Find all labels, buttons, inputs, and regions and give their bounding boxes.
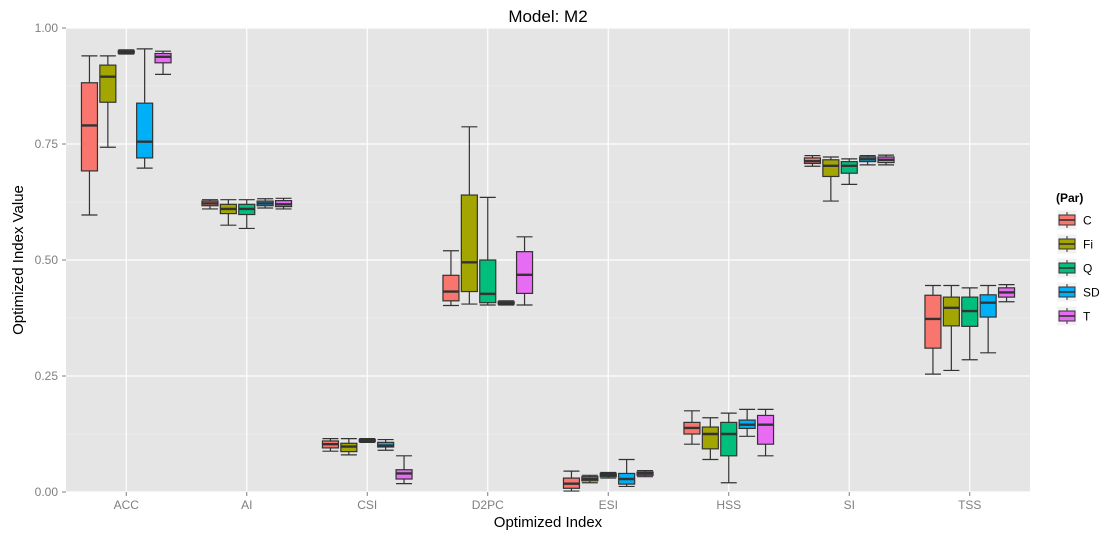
boxplot-box	[219, 199, 237, 226]
legend-item: SD	[1056, 281, 1100, 303]
box-iqr	[942, 296, 960, 327]
x-tick-label: SI	[844, 498, 855, 512]
box-iqr	[136, 102, 154, 159]
chart-title: Model: M2	[508, 7, 587, 26]
legend-title: (Par)	[1056, 191, 1083, 205]
boxplot-box	[154, 50, 172, 76]
boxplot-box	[99, 55, 117, 148]
box-iqr	[840, 161, 858, 174]
axes: 0.00 0.25 0.50 0.75 1.00 ACC AI CSI D2PC ESI HSS SI…	[35, 21, 982, 512]
box-iqr	[756, 414, 775, 445]
boxplot-box	[497, 300, 515, 306]
box-iqr	[80, 82, 99, 172]
x-tick-label: ACC	[114, 498, 140, 512]
boxplot-box	[117, 49, 135, 55]
boxplot-box	[720, 412, 738, 484]
y-tick-label: 0.25	[35, 369, 59, 383]
legend-label: Fi	[1083, 238, 1093, 252]
boxplot-box	[358, 438, 376, 443]
boxplot-box	[377, 438, 395, 451]
legend-item: T	[1056, 305, 1091, 327]
x-tick-label: HSS	[716, 498, 741, 512]
boxplot-box	[859, 155, 877, 166]
box-iqr	[515, 251, 534, 295]
y-tick-label: 0.00	[35, 485, 59, 499]
boxplot-box	[80, 55, 99, 216]
y-tick-label: 0.50	[35, 253, 59, 267]
boxplot-box	[340, 438, 358, 456]
boxplot-box	[274, 197, 293, 210]
box-iqr	[442, 274, 460, 302]
boxplot-box	[238, 199, 256, 230]
x-tick-label: D2PC	[472, 498, 504, 512]
legend-label: SD	[1083, 286, 1100, 300]
legend-label: Q	[1083, 262, 1092, 276]
boxplot-box	[756, 408, 775, 457]
boxplot-box	[803, 155, 822, 167]
boxplot-box	[961, 287, 979, 361]
boxplot-box	[321, 438, 340, 452]
box-iqr	[479, 259, 497, 304]
boxplot-box	[618, 458, 636, 488]
legend: (Par) C Fi Q SD T	[1056, 191, 1100, 327]
legend-item: Fi	[1056, 233, 1093, 255]
x-tick-label: CSI	[357, 498, 377, 512]
legend-label: C	[1083, 214, 1092, 228]
box-iqr	[154, 52, 172, 64]
y-tick-label: 1.00	[35, 21, 59, 35]
boxplot-box	[562, 470, 581, 492]
box-iqr	[720, 421, 738, 457]
legend-label: T	[1083, 310, 1091, 324]
box-iqr	[979, 294, 997, 318]
y-axis-label: Optimized Index Value	[10, 185, 27, 335]
boxplot-box	[997, 283, 1016, 303]
box-iqr	[924, 294, 942, 349]
boxplot-box	[877, 154, 895, 166]
boxes	[80, 48, 1016, 492]
box-iqr	[701, 426, 719, 450]
boxplot-box	[636, 470, 654, 478]
boxplot-box	[460, 126, 478, 305]
boxplot-box	[822, 156, 840, 202]
y-tick-label: 0.75	[35, 137, 59, 151]
boxplot-box	[738, 408, 756, 437]
boxplot-box	[683, 410, 701, 445]
box-iqr	[822, 159, 840, 178]
box-iqr	[99, 64, 117, 103]
boxplot-box	[840, 158, 858, 185]
grid-lines	[66, 27, 1030, 493]
legend-item: C	[1056, 209, 1092, 231]
boxplot-box	[701, 417, 719, 461]
boxplot-box	[442, 250, 460, 307]
legend-item: Q	[1056, 257, 1092, 279]
boxplot-box	[599, 471, 617, 479]
boxplot-box	[136, 48, 154, 169]
boxplot-box	[515, 236, 534, 306]
boxplot-box	[395, 455, 413, 485]
x-axis-label: Optimized Index	[494, 514, 603, 531]
boxplot-box	[479, 196, 497, 306]
x-tick-label: ESI	[599, 498, 618, 512]
boxplot-box	[979, 284, 997, 354]
x-tick-label: TSS	[958, 498, 981, 512]
boxplot-box	[942, 284, 960, 372]
boxplot-box	[256, 198, 274, 209]
boxplot-box	[201, 199, 219, 210]
x-tick-label: AI	[241, 498, 252, 512]
boxplot-box	[581, 474, 599, 484]
boxplot-box	[924, 284, 942, 375]
box-iqr	[460, 194, 478, 293]
